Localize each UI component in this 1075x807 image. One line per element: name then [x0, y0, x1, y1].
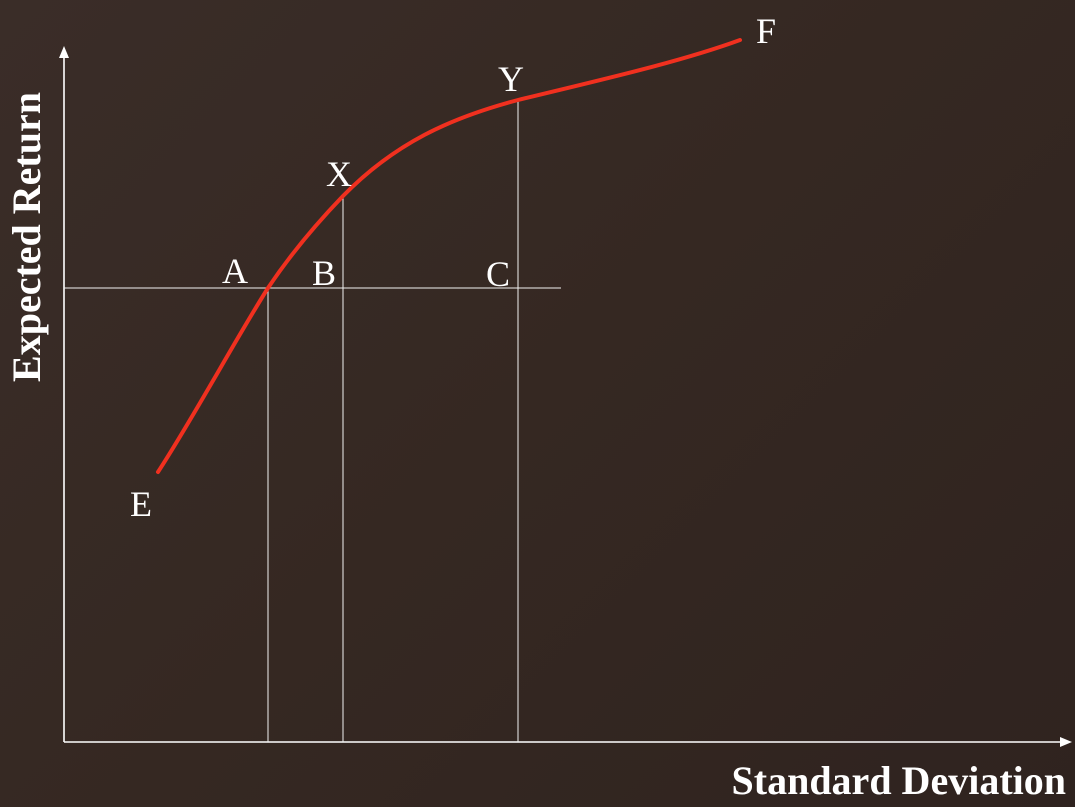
label-b: B [312, 253, 336, 293]
x-axis-title: Standard Deviation [732, 758, 1067, 803]
label-y: Y [498, 59, 524, 99]
label-x: X [326, 154, 352, 194]
y-axis-arrowhead [59, 46, 69, 58]
label-f: F [756, 11, 776, 51]
x-axis-arrowhead [1060, 737, 1072, 747]
label-a: A [222, 251, 248, 291]
frontier-curve [156, 38, 742, 474]
label-c: C [486, 254, 510, 294]
y-axis-title: Expected Return [4, 92, 49, 382]
label-e: E [130, 484, 152, 524]
